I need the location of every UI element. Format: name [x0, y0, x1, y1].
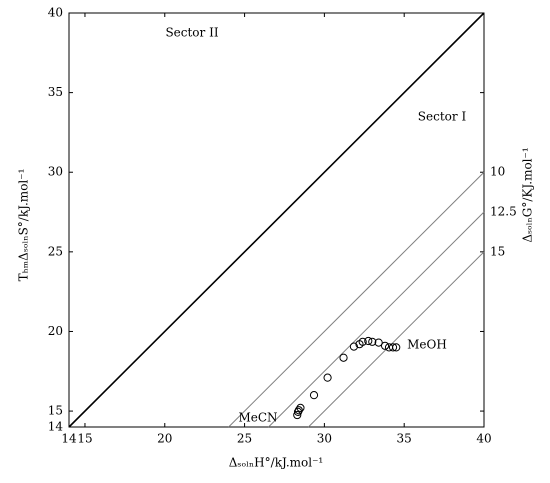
data-point	[388, 343, 398, 352]
y-tick-label: 40	[48, 6, 63, 20]
data-point	[296, 403, 305, 412]
data-point	[339, 353, 348, 362]
data-point	[358, 337, 367, 346]
data-point	[309, 391, 319, 400]
data-point	[368, 337, 377, 346]
y-tick-label: 30	[48, 165, 63, 179]
data-point	[374, 338, 383, 347]
x-tick-label: 15	[77, 432, 92, 446]
x-tick-label: 25	[237, 432, 252, 446]
x-tick-label: 35	[397, 432, 412, 446]
data-point	[294, 406, 303, 415]
diagonal-line	[68, 12, 485, 428]
y-tick-label: 35	[48, 85, 63, 99]
iso-g-label: 10	[490, 165, 505, 179]
annotation: MeOH	[407, 338, 447, 352]
iso-g-label: 12.5	[490, 205, 517, 219]
iso-g-label: 15	[490, 244, 505, 258]
iso-g-line	[228, 171, 485, 428]
x-tick-label: 14	[61, 432, 77, 446]
y-tick-label: 25	[48, 244, 63, 258]
annotation: Sector I	[418, 110, 467, 124]
data-point	[349, 342, 359, 351]
y2-axis-label: ΔₛₒₗₙG°/KJ.mol⁻¹	[521, 147, 535, 242]
y-axis-label: TₕₘΔₛₒₗₙS°/kJ.mol⁻¹	[17, 169, 31, 282]
x-axis-label: ΔₛₒₗₙH°/kJ.mol⁻¹	[229, 456, 324, 470]
data-point	[323, 373, 332, 382]
x-tick-label: 30	[317, 432, 332, 446]
y-tick-label: 14	[48, 420, 64, 434]
plot-frame	[68, 12, 485, 428]
iso-g-line	[268, 211, 485, 428]
annotation: MeCN	[238, 411, 277, 425]
x-tick-label: 40	[476, 432, 491, 446]
x-tick-label: 20	[157, 432, 172, 446]
data-point	[364, 336, 373, 346]
data-point	[380, 341, 390, 350]
annotation: Sector II	[165, 26, 218, 40]
data-point	[293, 407, 303, 416]
data-point	[293, 410, 302, 420]
y-tick-label: 20	[48, 324, 63, 338]
iso-g-line	[308, 251, 485, 428]
data-point	[392, 343, 401, 352]
y-tick-label: 15	[48, 404, 63, 418]
